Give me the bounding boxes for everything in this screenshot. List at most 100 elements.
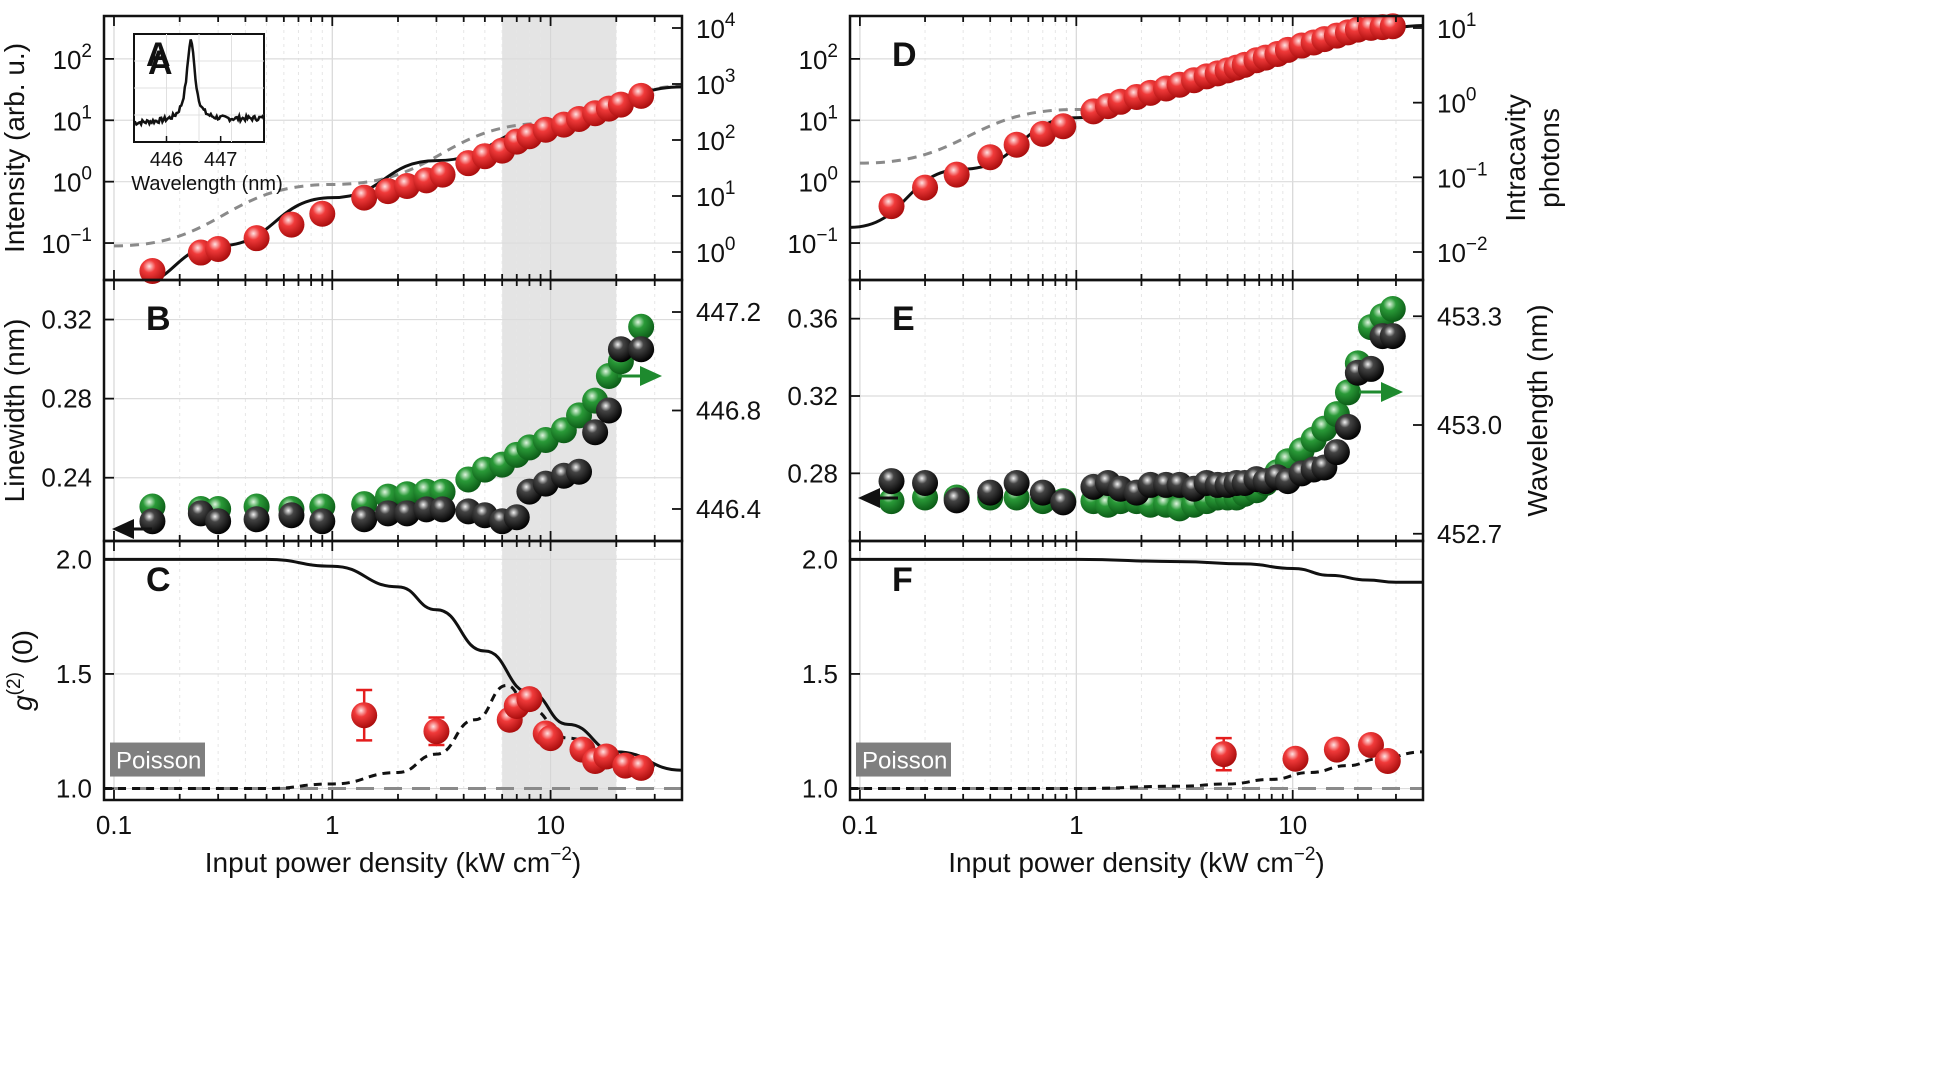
fit-solid-curve [104,557,682,772]
poisson-label: Poisson [862,748,947,775]
inset-x-tick-label: 446 [150,149,183,171]
red-data-point [1323,736,1350,763]
red-data-point [628,754,655,781]
black-data-point [582,419,609,446]
green-data-point [878,488,905,515]
y2-axis-title: Wavelength (nm) [1522,304,1553,516]
red-data-point [1379,13,1406,40]
y-axis-title: Intensity (arb. u.) [0,43,30,253]
panel-label-D: D [892,36,917,74]
poisson-badge [856,742,951,777]
inset-panel-label: A [148,44,173,82]
y2-tick-label: 100 [1437,85,1477,119]
y-tick-label: 101 [53,102,93,136]
y2-tick-label: 101 [696,178,736,212]
y2-tick-label: 453.3 [1437,301,1502,331]
data-points-layer [139,13,1406,781]
fit-dashed-curve [850,750,1423,791]
black-data-point [309,508,336,535]
red-data-point [977,144,1004,171]
x-axis-title: Input power density (kW cm−2) [948,844,1324,878]
black-data-point [243,506,270,533]
black-data-point [595,397,622,424]
red-data-point [516,686,543,713]
y-tick-label: 0.32 [787,381,838,411]
black-data-point [1323,439,1350,466]
y-tick-label: 100 [799,164,839,198]
y2-tick-label: 10−2 [1437,234,1488,268]
red-data-point [1050,113,1077,140]
y-tick-label: 100 [53,164,93,198]
red-data-point [243,225,270,252]
x-tick-label: 10 [536,810,565,840]
black-data-point [1050,489,1077,516]
panel-label-C: C [146,561,171,599]
black-data-point [912,470,939,496]
black-data-point [1357,355,1384,382]
black-data-point [1029,479,1056,506]
black-data-point [351,506,378,533]
red-data-point [1357,731,1384,758]
grid-layer [104,16,1423,800]
fit-solid-curve [850,24,1423,229]
red-data-point [628,82,655,109]
black-data-point [943,487,970,514]
inset-spectrum-line [133,39,266,128]
inset-x-tick-label: 447 [204,149,237,171]
poisson-label: Poisson [116,748,201,775]
poisson-badge [110,742,205,777]
x-tick-label: 1 [1069,810,1083,840]
y-tick-label: 1.5 [802,659,838,689]
black-data-point [503,504,530,531]
axes-layer [102,14,1425,802]
panel-label-E: E [892,300,915,338]
y-tick-label: 0.24 [41,463,92,493]
panel-frame [848,539,1425,802]
curve-group [850,24,1423,229]
green-data-point [628,313,655,340]
y2-tick-label: 453.0 [1437,410,1502,440]
y-tick-label: 1.5 [56,659,92,689]
panel-label-B: B [146,300,171,338]
red-data-point [1374,748,1401,775]
y-tick-label: 2.0 [802,544,838,574]
x-tick-label: 1 [325,810,339,840]
y-tick-label: 10−1 [787,225,838,259]
black-data-point [878,468,905,495]
y2-tick-label: 452.7 [1437,519,1502,549]
y-tick-label: 0.28 [787,458,838,488]
y-tick-label: 0.32 [41,305,92,335]
panel-frame [848,14,1425,282]
red-data-point [429,161,456,188]
red-data-point [139,258,166,285]
red-data-point [205,235,232,262]
x-axis-title: Input power density (kW cm−2) [205,844,581,878]
y2-tick-label: 101 [1437,10,1477,44]
y-tick-label: 10−1 [41,225,92,259]
fit-solid-curve [850,557,1423,584]
y-tick-label: 102 [799,41,839,75]
black-data-point [607,336,634,363]
red-data-point [878,193,905,220]
red-data-point [1282,745,1309,772]
x-tick-label: 10 [1278,810,1307,840]
red-data-point [1210,741,1237,768]
y2-tick-label: 447.2 [696,297,761,327]
y-axis-title: Linewidth (nm) [0,319,30,503]
black-data-point [1334,413,1361,440]
panel-label-A: A [146,36,171,74]
y-tick-label: 1.0 [802,774,838,804]
red-data-point [1003,131,1030,158]
black-data-point [375,500,402,527]
red-data-point [423,718,450,745]
red-data-point [912,174,939,201]
y2-tick-label: 102 [696,122,736,156]
y2-tick-label: 446.8 [696,396,761,426]
right-arrow-icon [1381,382,1403,402]
y2-tick-label: 446.4 [696,494,761,524]
green-data-point [394,481,421,508]
x-tick-label: 0.1 [96,810,132,840]
y2-tick-label: 100 [696,234,736,268]
